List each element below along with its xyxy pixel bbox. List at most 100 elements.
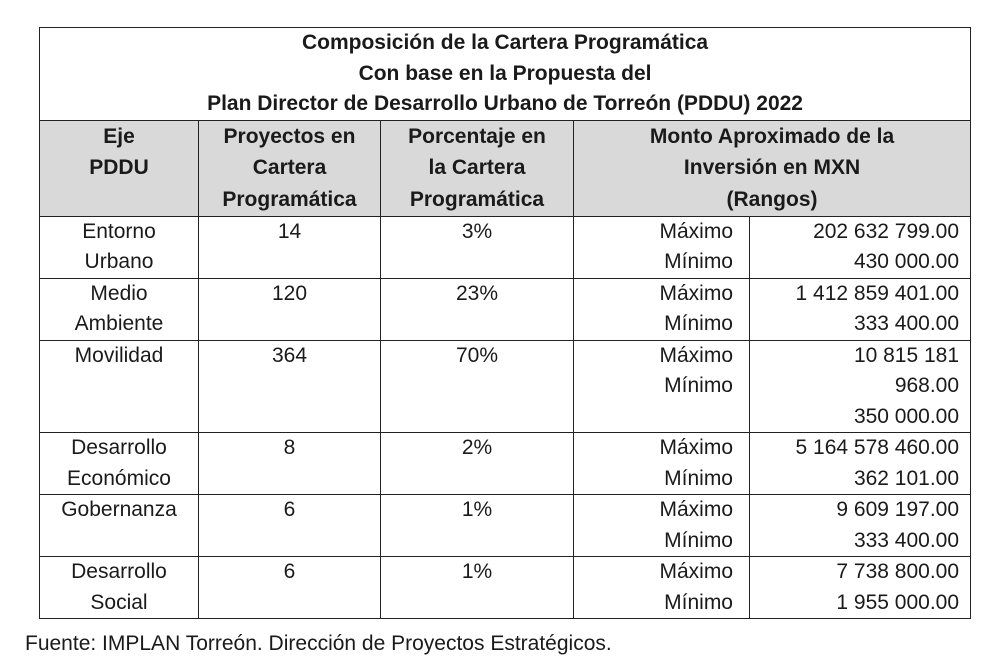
eje-label: Desarrollo bbox=[71, 560, 167, 583]
cell-porcentaje: 1% bbox=[380, 556, 574, 619]
table-row: Entorno Urbano 14 3% Máximo Mínimo 202 632 799… bbox=[39, 215, 972, 279]
range-label: Máximo bbox=[659, 281, 733, 305]
cell-porcentaje: 2% bbox=[380, 432, 574, 495]
table-row: Desarrollo Social 6 1% Máximo Mínimo 7 738 800… bbox=[39, 556, 972, 619]
range-label: Mínimo bbox=[664, 466, 733, 490]
table-title: Composición de la Cartera Programática C… bbox=[38, 27, 972, 121]
header-eje: Eje PDDU bbox=[39, 119, 199, 217]
table-title-line-2: Con base en la Propuesta del bbox=[358, 61, 652, 85]
range-value: 5 164 578 460.00 bbox=[795, 436, 960, 459]
range-label: Mínimo bbox=[664, 312, 733, 335]
header-proyectos: Proyectos en Cartera Programática bbox=[198, 119, 381, 217]
cartera-programatica-table: Composición de la Cartera Programática C… bbox=[38, 27, 972, 619]
porcentaje-value: 1% bbox=[461, 560, 493, 583]
cell-porcentaje: 3% bbox=[380, 215, 574, 279]
porcentaje-value: 70% bbox=[455, 343, 499, 367]
cell-porcentaje: 1% bbox=[380, 494, 574, 557]
range-label: Máximo bbox=[659, 219, 733, 243]
range-value: 1 412 859 401.00 bbox=[795, 281, 960, 305]
header-proyectos-line-3: Programática bbox=[222, 187, 357, 211]
range-label: Mínimo bbox=[664, 250, 733, 273]
proyectos-value: 8 bbox=[283, 436, 296, 459]
cell-eje: Movilidad bbox=[39, 339, 199, 433]
eje-label: Gobernanza bbox=[61, 498, 177, 521]
eje-label: Medio bbox=[90, 281, 148, 305]
table-title-row: Composición de la Cartera Programática C… bbox=[38, 27, 972, 121]
header-proyectos-line-2: Cartera bbox=[252, 156, 327, 179]
cell-range-labels: Máximo Mínimo bbox=[573, 556, 750, 619]
cell-range-labels: Máximo Mínimo bbox=[573, 494, 750, 557]
eje-label: Económico bbox=[67, 466, 171, 490]
header-monto-line-3: (Rangos) bbox=[726, 187, 818, 211]
header-monto-line-2: Inversión en MXN bbox=[683, 156, 861, 179]
eje-label: Social bbox=[90, 590, 148, 614]
table-title-line-1: Composición de la Cartera Programática bbox=[301, 31, 709, 54]
table-row: Medio Ambiente 120 23% Máximo Mínimo 1 412 859… bbox=[39, 277, 972, 341]
cell-eje: Medio Ambiente bbox=[39, 277, 199, 341]
cell-eje: Entorno Urbano bbox=[39, 215, 199, 279]
cell-range-values: 202 632 799.00 430 000.00 bbox=[748, 215, 972, 279]
cell-range-labels: Máximo Mínimo bbox=[573, 277, 750, 341]
range-value: 333 400.00 bbox=[853, 312, 960, 335]
cell-proyectos: 6 bbox=[198, 556, 381, 619]
eje-label: Desarrollo bbox=[71, 436, 167, 459]
cell-proyectos: 6 bbox=[198, 494, 381, 557]
cell-proyectos: 14 bbox=[198, 215, 381, 279]
range-value: 333 400.00 bbox=[853, 528, 960, 552]
cell-eje: Desarrollo Social bbox=[39, 556, 199, 619]
header-porcentaje-line-3: Programática bbox=[409, 187, 545, 211]
eje-label: Urbano bbox=[84, 250, 154, 273]
range-value: 430 000.00 bbox=[853, 250, 960, 273]
header-proyectos-line-1: Proyectos en bbox=[223, 124, 356, 148]
table-body: Entorno Urbano 14 3% Máximo Mínimo 202 632 799… bbox=[39, 215, 972, 619]
header-monto: Monto Aproximado de la Inversión en MXN … bbox=[572, 119, 972, 217]
cell-proyectos: 8 bbox=[198, 432, 381, 495]
eje-label: Entorno bbox=[82, 219, 156, 243]
proyectos-value: 364 bbox=[271, 343, 308, 367]
cell-range-labels: Máximo Mínimo bbox=[573, 339, 750, 433]
cell-range-labels: Máximo Mínimo bbox=[573, 432, 750, 495]
cell-range-values: 5 164 578 460.00 362 101.00 bbox=[748, 432, 972, 495]
range-value: 1 955 000.00 bbox=[836, 590, 960, 614]
porcentaje-value: 23% bbox=[455, 281, 499, 305]
cell-range-values: 9 609 197.00 333 400.00 bbox=[748, 494, 972, 557]
cell-eje: Desarrollo Económico bbox=[39, 432, 199, 495]
cell-proyectos: 120 bbox=[198, 277, 381, 341]
range-label: Máximo bbox=[659, 343, 733, 367]
table-header-row: Eje PDDU Proyectos en Cartera Programáti… bbox=[39, 119, 972, 217]
cell-range-labels: Máximo Mínimo bbox=[573, 215, 750, 279]
header-monto-line-1: Monto Aproximado de la bbox=[649, 124, 895, 148]
porcentaje-value: 2% bbox=[461, 436, 493, 459]
header-eje-line-2: PDDU bbox=[89, 156, 149, 179]
header-eje-line-1: Eje bbox=[103, 124, 135, 148]
proyectos-value: 120 bbox=[271, 281, 308, 305]
cell-porcentaje: 70% bbox=[380, 339, 574, 433]
table-row: Gobernanza 6 1% Máximo Mínimo 9 609 197.00 333… bbox=[39, 494, 972, 557]
range-label: Mínimo bbox=[664, 590, 733, 614]
cell-proyectos: 364 bbox=[198, 339, 381, 433]
proyectos-value: 6 bbox=[283, 498, 296, 521]
range-label: Máximo bbox=[659, 436, 733, 459]
range-value: 7 738 800.00 bbox=[836, 560, 960, 583]
proyectos-value: 14 bbox=[277, 219, 302, 243]
porcentaje-value: 1% bbox=[461, 498, 493, 521]
cell-eje: Gobernanza bbox=[39, 494, 199, 557]
cell-range-values: 1 412 859 401.00 333 400.00 bbox=[748, 277, 972, 341]
range-value: 350 000.00 bbox=[853, 404, 960, 428]
cell-porcentaje: 23% bbox=[380, 277, 574, 341]
source-note: Fuente: IMPLAN Torreón. Dirección de Pro… bbox=[25, 632, 612, 655]
header-porcentaje: Porcentaje en la Cartera Programática bbox=[380, 119, 574, 217]
range-label: Mínimo bbox=[664, 528, 733, 552]
table-row: Desarrollo Económico 8 2% Máximo Mínimo 5 164 … bbox=[39, 432, 972, 495]
range-value: 9 609 197.00 bbox=[836, 498, 960, 521]
range-value: 968.00 bbox=[894, 374, 960, 397]
eje-label: Movilidad bbox=[74, 343, 164, 367]
porcentaje-value: 3% bbox=[461, 219, 493, 243]
range-label: Máximo bbox=[659, 560, 733, 583]
table-row: Movilidad 364 70% Máximo Mínimo 10 815 181 968… bbox=[39, 339, 972, 433]
range-value: 202 632 799.00 bbox=[813, 219, 960, 243]
header-porcentaje-line-1: Porcentaje en bbox=[408, 124, 546, 148]
eje-label: Ambiente bbox=[74, 312, 164, 335]
range-value: 362 101.00 bbox=[853, 466, 960, 490]
table-title-line-3: Plan Director de Desarrollo Urbano de To… bbox=[207, 92, 803, 115]
